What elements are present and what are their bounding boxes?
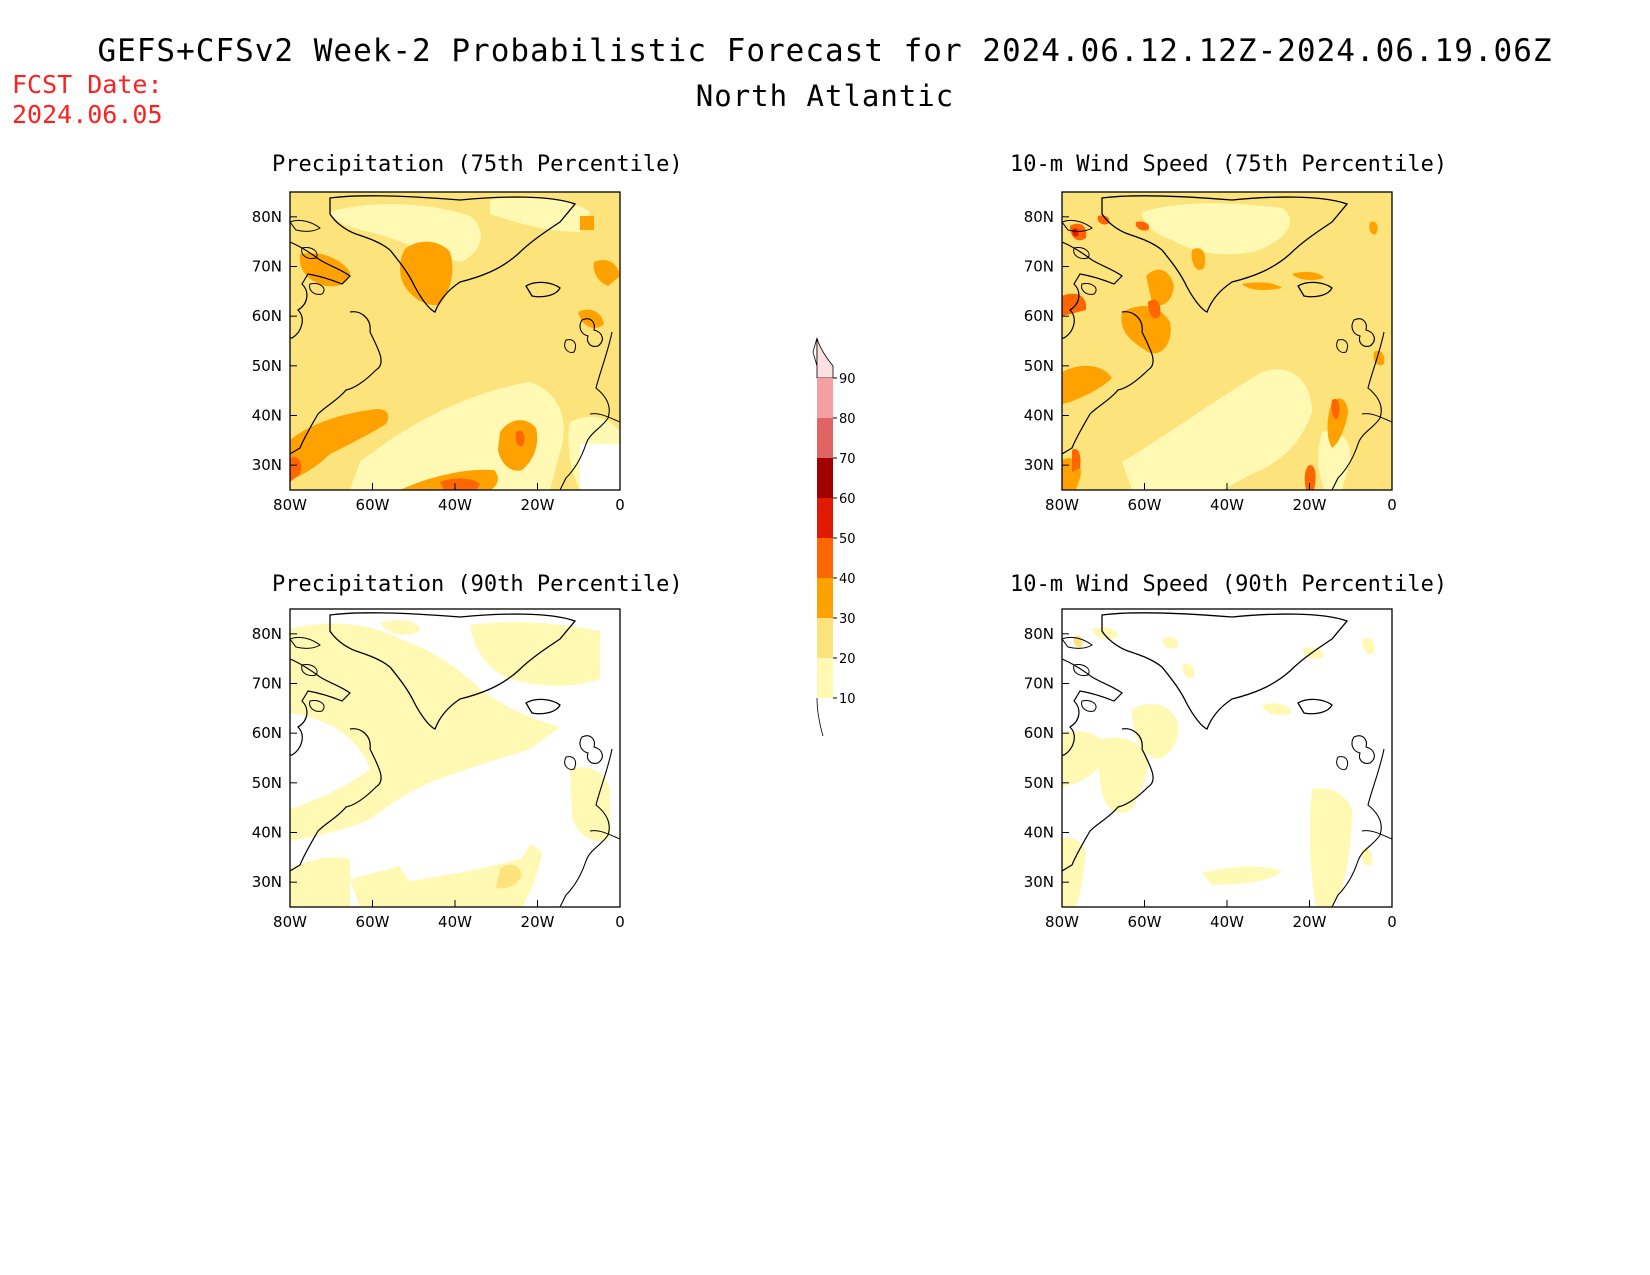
lon-tick-label: 20W: [1293, 913, 1327, 931]
lat-tick-label: 50N: [1024, 774, 1054, 792]
lon-tick-label: 40W: [1210, 913, 1244, 931]
colorbar-label-70: 70: [839, 452, 856, 467]
lat-tick-label: 70N: [252, 675, 282, 693]
panel-title-wind75: 10-m Wind Speed (75th Percentile): [1010, 152, 1448, 177]
colorbar-segment-70: [817, 418, 833, 458]
colorbar-label-30: 30: [839, 612, 856, 627]
lat-tick-label: 50N: [252, 774, 282, 792]
panel-title-precip90: Precipitation (90th Percentile): [272, 572, 683, 597]
lat-tick-label: 40N: [252, 407, 282, 425]
forecast-title: GEFS+CFSv2 Week-2 Probabilistic Forecast…: [97, 33, 1553, 69]
lon-tick-label: 0: [1387, 496, 1397, 514]
colorbar-segment-60: [817, 458, 833, 498]
lat-tick-label: 50N: [252, 357, 282, 375]
lat-tick-label: 40N: [252, 824, 282, 842]
colorbar-segment-30: [817, 578, 833, 618]
colorbar-segment-20: [817, 618, 833, 658]
map-panel-precip75: 30N 40N 50N 60N 70N 80N 80W 60W 40W 20W 0: [252, 191, 625, 514]
lat-tick-label: 40N: [1024, 407, 1054, 425]
lat-tick-label: 30N: [252, 456, 282, 474]
lon-tick-label: 40W: [1210, 496, 1244, 514]
lat-tick-label: 40N: [1024, 824, 1054, 842]
colorbar-label-80: 80: [839, 412, 856, 427]
colorbar-segment-10: [817, 658, 833, 698]
lon-tick-label: 80W: [1045, 496, 1079, 514]
lon-tick-label: 40W: [438, 913, 472, 931]
map-panel-precip90: 30N 40N 50N 60N 70N 80N 80W 60W 40W 20W 0: [252, 608, 625, 931]
colorbar-segment-80: [817, 378, 833, 418]
lat-tick-label: 70N: [1024, 675, 1054, 693]
lat-tick-label: 60N: [252, 724, 282, 742]
lat-tick-label: 80N: [1024, 625, 1054, 643]
lon-tick-label: 0: [615, 496, 625, 514]
lat-tick-label: 30N: [252, 873, 282, 891]
lon-tick-label: 20W: [1293, 496, 1327, 514]
lat-tick-label: 30N: [1024, 873, 1054, 891]
colorbar-label-40: 40: [839, 572, 856, 587]
map-panel-wind75: 30N 40N 50N 60N 70N 80N 80W 60W 40W 20W 0: [1024, 191, 1397, 514]
lat-tick-label: 60N: [1024, 724, 1054, 742]
panel-title-precip75: Precipitation (75th Percentile): [272, 152, 683, 177]
lon-tick-label: 80W: [273, 913, 307, 931]
colorbar-label-20: 20: [839, 652, 856, 667]
lat-tick-label: 50N: [1024, 357, 1054, 375]
colorbar: 90 80 70 60 50 40 30 20 10: [812, 337, 856, 737]
lon-tick-label: 0: [1387, 913, 1397, 931]
lon-tick-label: 0: [615, 913, 625, 931]
lat-tick-label: 70N: [1024, 258, 1054, 276]
colorbar-label-10: 10: [839, 692, 856, 707]
region-subtitle: North Atlantic: [695, 79, 955, 113]
panel-title-wind90: 10-m Wind Speed (90th Percentile): [1010, 572, 1448, 597]
lat-tick-label: 60N: [1024, 307, 1054, 325]
forecast-date-label: FCST Date:: [12, 70, 163, 99]
lat-tick-label: 80N: [252, 625, 282, 643]
colorbar-segment-40: [817, 538, 833, 578]
lon-tick-label: 60W: [1128, 913, 1162, 931]
lat-tick-label: 70N: [252, 258, 282, 276]
lat-tick-label: 80N: [1024, 208, 1054, 226]
lat-tick-label: 30N: [1024, 456, 1054, 474]
lon-tick-label: 60W: [356, 496, 390, 514]
lon-tick-label: 80W: [1045, 913, 1079, 931]
lon-tick-label: 20W: [521, 496, 555, 514]
lat-tick-label: 60N: [252, 307, 282, 325]
colorbar-label-60: 60: [839, 492, 856, 507]
lon-tick-label: 60W: [356, 913, 390, 931]
lon-tick-label: 40W: [438, 496, 472, 514]
forecast-date-value: 2024.06.05: [12, 100, 163, 129]
lon-tick-label: 20W: [521, 913, 555, 931]
lon-tick-label: 80W: [273, 496, 307, 514]
colorbar-segment-50: [817, 498, 833, 538]
colorbar-label-90: 90: [839, 372, 856, 387]
lat-tick-label: 80N: [252, 208, 282, 226]
colorbar-label-50: 50: [839, 532, 856, 547]
lon-tick-label: 60W: [1128, 496, 1162, 514]
map-panel-wind90: 30N 40N 50N 60N 70N 80N 80W 60W 40W 20W 0: [1024, 608, 1397, 931]
